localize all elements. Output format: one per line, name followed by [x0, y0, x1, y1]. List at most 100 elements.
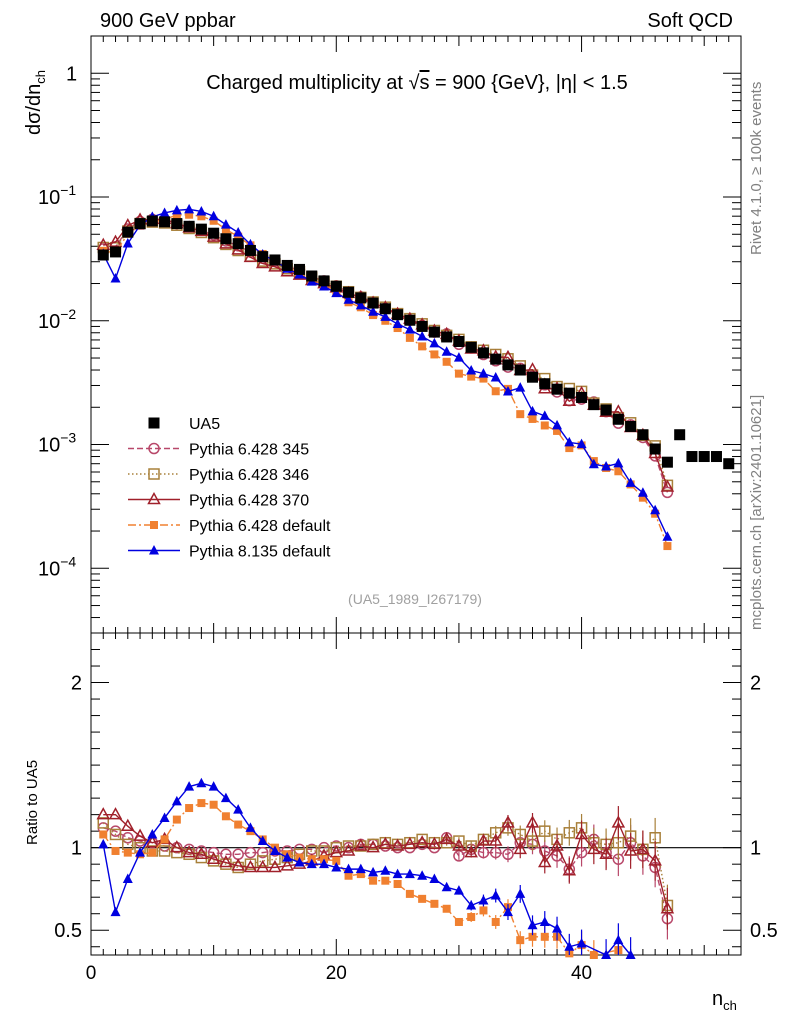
ratio-point	[380, 865, 391, 875]
series-point	[255, 255, 270, 269]
data-point	[208, 227, 220, 239]
main-axes: 1 10−1 10−2 10−3 10−4	[38, 35, 742, 634]
ratio-tick-label-right: 0.5	[750, 920, 778, 942]
ratio-point	[354, 838, 368, 851]
ratio-point	[403, 836, 417, 850]
ratio-point	[427, 836, 442, 850]
ratio-point	[221, 812, 230, 821]
ratio-point	[122, 873, 133, 884]
rivet-label: Rivet 4.1.0, ≥ 100k events	[748, 82, 765, 255]
ratio-series-line	[103, 827, 669, 919]
ratio-point	[234, 820, 243, 829]
series-point	[601, 460, 612, 471]
ratio-point	[625, 949, 636, 959]
data-point	[441, 331, 453, 343]
ratio-point	[552, 923, 563, 933]
data-point	[159, 216, 171, 228]
series-point	[196, 205, 207, 216]
ratio-point	[98, 838, 109, 849]
ratio-point	[393, 879, 402, 888]
ratio-point	[378, 836, 393, 850]
data-point	[661, 456, 673, 468]
legend-label: Pythia 6.428 346	[189, 467, 309, 484]
ratio-point	[329, 845, 344, 858]
ratio-y-label: Ratio to UA5	[24, 760, 41, 845]
ratio-point	[182, 845, 196, 858]
series-point	[661, 486, 674, 499]
ratio-point	[319, 858, 330, 869]
data-point	[330, 280, 342, 292]
ratio-point	[356, 870, 365, 879]
chart-title: Charged multiplicity at √s = 900 {GeV}, …	[206, 72, 628, 94]
data-point	[710, 451, 722, 463]
data-point	[637, 429, 649, 441]
legend-marker	[150, 521, 158, 529]
header-left: 900 GeV ppbar	[100, 10, 236, 32]
series-point	[159, 207, 170, 217]
ratio-point	[454, 917, 463, 926]
ratio-point	[540, 932, 549, 941]
series-point	[108, 234, 123, 247]
y-tick-label: 10−3	[38, 430, 76, 457]
ratio-point	[442, 904, 451, 913]
data-point	[392, 309, 404, 321]
series-ua5	[97, 215, 735, 470]
data-point	[257, 251, 269, 263]
ratio-frame	[90, 632, 742, 956]
series-point	[404, 324, 415, 334]
ratio-point	[636, 841, 650, 855]
ratio-point	[96, 807, 111, 820]
ratio-point	[245, 822, 256, 832]
ratio-series-pythia-6-428-default	[99, 799, 623, 959]
ratio-point	[122, 832, 134, 844]
ratio-point	[466, 899, 477, 910]
ratio-point	[99, 830, 108, 839]
ratio-point	[415, 835, 429, 848]
ratio-tick-label-right: 1	[750, 838, 761, 860]
series-point	[184, 203, 195, 214]
series-point	[430, 350, 439, 359]
series-point	[479, 374, 488, 383]
series-point	[502, 385, 513, 396]
series-point	[220, 219, 231, 229]
ratio-point	[587, 841, 601, 855]
data-point	[220, 233, 232, 245]
data-point	[122, 226, 134, 238]
ratio-point	[589, 951, 598, 959]
ratio-point	[367, 838, 379, 851]
series-point	[418, 342, 427, 351]
ratio-point	[528, 932, 537, 941]
ratio-point	[332, 856, 341, 865]
ratio-point	[623, 843, 638, 856]
series-point	[268, 259, 282, 272]
series-point	[552, 419, 563, 430]
ratio-point	[280, 858, 294, 871]
series-point	[197, 212, 206, 221]
ratio-point	[405, 889, 414, 898]
ratio-point	[601, 949, 612, 959]
data-point	[588, 399, 600, 411]
series-point	[368, 306, 379, 316]
series-point	[442, 357, 451, 366]
ratio-point	[184, 781, 195, 791]
ratio-point	[366, 840, 380, 853]
ratio-point	[257, 835, 268, 846]
ratio-point	[417, 870, 428, 880]
ratio-point	[452, 838, 466, 851]
data-point	[576, 391, 588, 403]
series-point	[539, 410, 550, 420]
series-pythia-6-428-default	[99, 210, 672, 551]
data-point	[698, 451, 710, 463]
ratio-point	[306, 858, 317, 869]
data-point	[723, 458, 735, 470]
data-point	[416, 320, 428, 332]
series-pythia-6-428-346	[97, 216, 674, 492]
ratio-tick-label: 1	[71, 838, 82, 860]
ratio-point	[123, 848, 132, 857]
data-point	[649, 443, 661, 455]
legend: UA5 Pythia 6.428 345 Pythia 6.428 346 Pythi…	[128, 416, 331, 561]
ratio-point	[467, 913, 476, 922]
ratio-point	[294, 857, 305, 867]
ratio-point	[392, 868, 403, 879]
